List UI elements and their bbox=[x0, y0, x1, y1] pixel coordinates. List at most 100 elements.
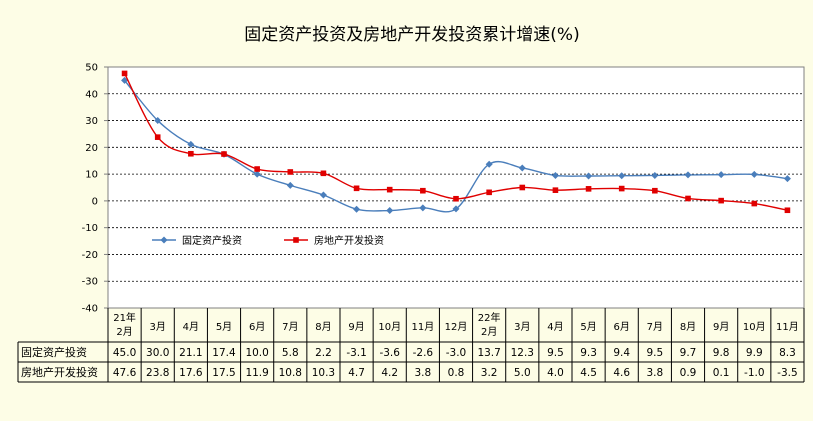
y-tick-label: 40 bbox=[85, 89, 98, 100]
plot-background bbox=[107, 66, 805, 309]
series-2-point bbox=[353, 185, 360, 192]
y-tick-label: -10 bbox=[82, 223, 98, 234]
data-label: 4.2 bbox=[381, 367, 398, 379]
data-label: 4.0 bbox=[547, 367, 564, 379]
data-label: 3.8 bbox=[647, 367, 664, 379]
legend-marker-2 bbox=[293, 237, 299, 243]
y-tick-label: 0 bbox=[92, 196, 98, 207]
series-2-point bbox=[254, 166, 260, 172]
x-tick-label: 8月 bbox=[680, 321, 696, 333]
series-2-point bbox=[154, 134, 161, 140]
data-table: 21年 2月 3月 4月 5月 6月 7月 8月 9月 10月 11月 12月 22年 2月 3月 4月 5月 6… bbox=[17, 308, 805, 383]
data-label: 17.6 bbox=[179, 367, 203, 379]
data-label: 8.3 bbox=[779, 347, 796, 359]
x-tick-label: 4月 bbox=[547, 321, 563, 333]
x-tick-label: 7月 bbox=[282, 321, 298, 333]
data-label: -2.6 bbox=[413, 347, 434, 359]
data-label: 9.7 bbox=[680, 347, 697, 359]
data-label: 3.8 bbox=[415, 367, 432, 379]
data-label: 5.8 bbox=[282, 347, 299, 359]
data-label: 9.5 bbox=[547, 347, 564, 359]
y-tick-label: 20 bbox=[85, 143, 98, 154]
table-row-label: 固定资产投资 bbox=[21, 345, 87, 359]
x-tick-label: 3月 bbox=[514, 321, 530, 333]
data-label: 45.0 bbox=[113, 347, 136, 359]
data-label: 3.2 bbox=[481, 367, 498, 379]
series-1-point bbox=[154, 117, 162, 125]
y-tick-label: -20 bbox=[82, 250, 98, 261]
x-tick-label: 7月 bbox=[647, 321, 663, 333]
y-tick-label: 10 bbox=[85, 170, 98, 181]
x-tick-label: 9月 bbox=[713, 321, 729, 333]
chart-title: 固定资产投资及房地产开发投资累计增速(%) bbox=[244, 25, 579, 45]
x-tick-label: 6月 bbox=[249, 321, 265, 333]
series-1-point bbox=[717, 171, 725, 179]
series-1-point bbox=[286, 181, 294, 189]
x-tick-label: 4月 bbox=[183, 321, 199, 333]
data-label: 4.5 bbox=[580, 367, 597, 379]
series-1-point bbox=[353, 205, 361, 213]
series-2-point bbox=[618, 185, 625, 192]
data-label: 10.8 bbox=[279, 367, 302, 379]
data-label: 30.0 bbox=[146, 347, 169, 359]
series-2-point bbox=[320, 170, 327, 177]
data-label: 23.8 bbox=[146, 367, 169, 379]
series-1-point bbox=[518, 164, 526, 172]
legend-label-1: 固定资产投资 bbox=[182, 234, 242, 247]
y-tick-label: 50 bbox=[85, 63, 98, 74]
data-label: 17.5 bbox=[212, 367, 235, 379]
x-tick-label: 10月 bbox=[743, 321, 766, 333]
data-label: 9.5 bbox=[647, 347, 664, 359]
series-1-point bbox=[121, 76, 129, 84]
y-tick-label: -40 bbox=[82, 304, 98, 315]
series-1-point bbox=[485, 160, 493, 168]
data-label: -1.0 bbox=[744, 367, 765, 379]
series-2-point bbox=[718, 197, 724, 204]
series-1-point bbox=[253, 170, 261, 178]
x-tick-label: 2月 bbox=[481, 326, 497, 338]
plot-area: 50 40 30 20 10 0 -10 -20 -30 -40 bbox=[82, 63, 805, 315]
series-2-point bbox=[519, 184, 526, 191]
legend-marker-1 bbox=[160, 236, 168, 244]
series-2-point bbox=[585, 186, 592, 192]
series-1-point bbox=[750, 170, 758, 178]
series-1-point bbox=[585, 172, 593, 180]
series-1-point bbox=[684, 171, 692, 179]
series-2-point bbox=[188, 150, 194, 157]
legend: 固定资产投资 房地产开发投资 bbox=[152, 234, 384, 247]
data-label: 21.1 bbox=[179, 347, 202, 359]
x-tick-label: 3月 bbox=[150, 321, 166, 333]
table-row-label: 房地产开发投资 bbox=[21, 365, 98, 379]
x-tick-label: 11月 bbox=[411, 321, 434, 333]
y-tick-label: -30 bbox=[82, 277, 98, 288]
series-2-point bbox=[386, 186, 393, 193]
data-label: -3.1 bbox=[346, 347, 367, 359]
data-label: 0.1 bbox=[713, 367, 730, 379]
legend-label-2: 房地产开发投资 bbox=[314, 234, 384, 247]
series-2-point bbox=[685, 195, 691, 202]
data-label: 5.0 bbox=[514, 367, 531, 379]
data-label: 13.7 bbox=[477, 347, 500, 359]
series-2-point bbox=[221, 151, 227, 157]
data-label: 9.8 bbox=[713, 347, 730, 359]
data-label: 9.3 bbox=[580, 347, 597, 359]
data-label: -3.6 bbox=[379, 347, 400, 359]
x-tick-label: 8月 bbox=[315, 321, 331, 333]
x-tick-label: 12月 bbox=[445, 321, 468, 333]
x-tick-label: 5月 bbox=[580, 321, 596, 333]
data-label: -3.0 bbox=[446, 347, 467, 359]
series-2-point bbox=[552, 187, 559, 193]
series-1-point bbox=[452, 205, 460, 213]
series-2-point bbox=[121, 70, 128, 77]
series-1-point bbox=[187, 140, 195, 148]
data-label: 17.4 bbox=[212, 347, 236, 359]
series-1-point bbox=[386, 207, 394, 215]
series-2-point bbox=[652, 187, 658, 194]
data-label: 2.2 bbox=[315, 347, 332, 359]
x-tick-label: 5月 bbox=[216, 321, 232, 333]
x-tick-label: 22年 bbox=[478, 311, 501, 324]
series-2-point bbox=[453, 195, 459, 202]
series-2-point bbox=[287, 169, 294, 175]
